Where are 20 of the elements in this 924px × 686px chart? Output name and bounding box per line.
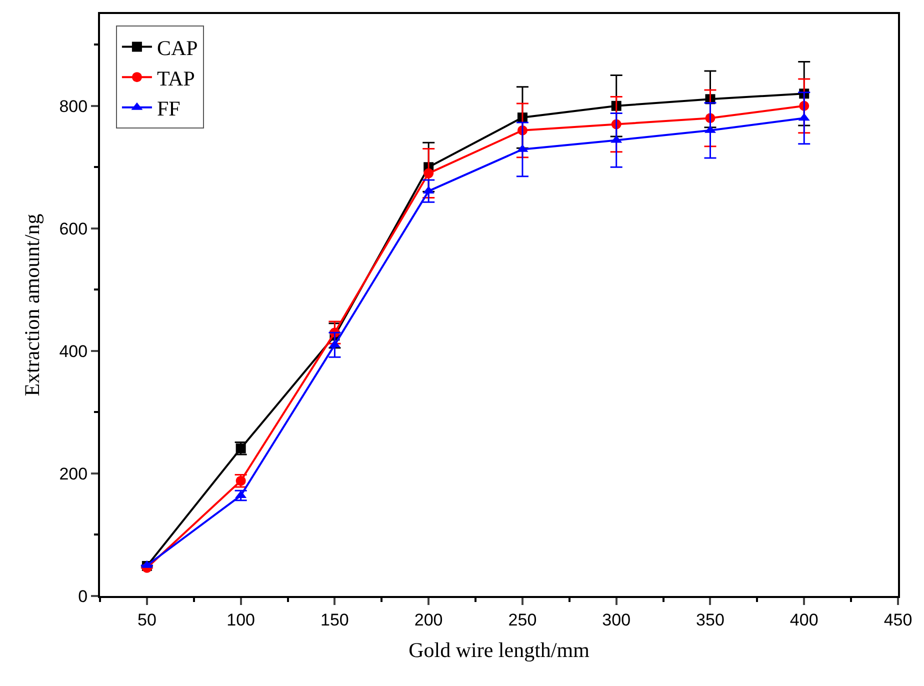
legend-label: TAP [156,66,195,90]
legend-label: FF [156,96,180,121]
x-tick-label: 350 [696,610,724,630]
x-tick-label: 400 [790,610,818,630]
legend-label: CAP [156,36,198,60]
y-tick-label: 400 [59,342,88,361]
y-tick-label: 600 [59,219,88,238]
x-axis-title: Gold wire length/mm [408,638,590,662]
y-tick-label: 800 [59,96,88,116]
x-tick-label: 300 [602,610,631,630]
x-tick-label: 50 [137,610,156,630]
y-tick-label: 0 [78,586,88,606]
point [424,168,434,178]
x-tick-label: 450 [884,610,912,630]
y-tick-label: 200 [59,464,88,484]
y-axis-title: Extraction amount/ng [20,213,44,396]
x-tick-label: 250 [508,610,537,630]
x-tick-label: 150 [320,610,349,630]
x-tick-label: 100 [226,610,256,630]
x-tick-label: 200 [414,610,443,630]
